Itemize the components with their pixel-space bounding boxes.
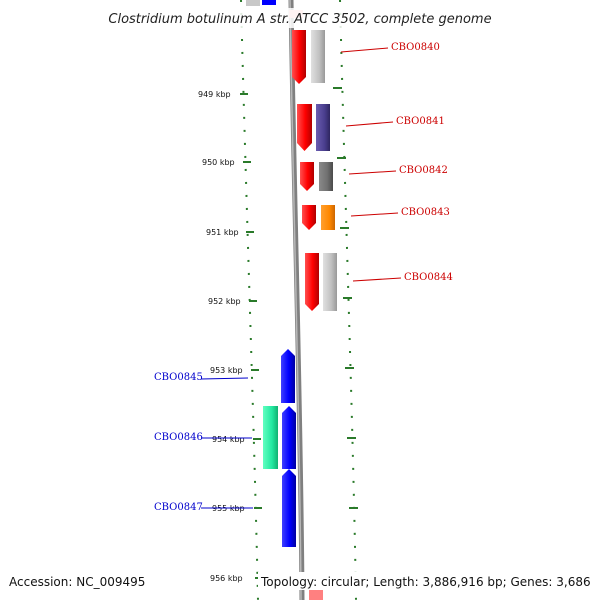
ortholog-bar: [263, 406, 278, 469]
kbp-label: 952 kbp: [208, 297, 241, 306]
gene-CBO0846[interactable]: [263, 406, 296, 469]
gene-label-CBO0842[interactable]: CBO0842: [399, 165, 448, 176]
gene-CBO0841[interactable]: [297, 104, 330, 151]
partial-gene-top-gray: [246, 0, 260, 6]
ortholog-bar: [311, 30, 325, 83]
kbp-label: 949 kbp: [198, 90, 231, 99]
gene-CBO0844[interactable]: [305, 253, 337, 311]
gene-label-CBO0845[interactable]: CBO0845: [154, 372, 203, 383]
gene-label-CBO0846[interactable]: CBO0846: [154, 432, 203, 443]
label-connector: [350, 212, 399, 217]
kbp-label: 951 kbp: [206, 228, 239, 237]
label-connector: [345, 121, 394, 127]
gene-label-CBO0841[interactable]: CBO0841: [396, 116, 445, 127]
gene-CBO0843[interactable]: [302, 205, 335, 230]
map-title: Clostridium botulinum A str. ATCC 3502, …: [108, 12, 491, 27]
gene-arrow[interactable]: [305, 253, 319, 311]
ortholog-bar: [323, 253, 337, 311]
partial-gene-top-blue: [262, 0, 276, 5]
ortholog-bar: [321, 205, 335, 230]
gene-label-CBO0847[interactable]: CBO0847: [154, 502, 203, 513]
outer-tick-ring: [339, 0, 357, 600]
gene-arrow[interactable]: [297, 104, 312, 151]
label-connector: [348, 170, 397, 175]
ortholog-bar: [319, 162, 333, 191]
kbp-labels: 949 kbp 950 kbp 951 kbp 952 kbp 953 kbp …: [198, 90, 245, 583]
gene-label-CBO0844[interactable]: CBO0844: [404, 272, 453, 283]
kbp-label: 954 kbp: [212, 435, 245, 444]
accession-text: Accession: NC_009495: [9, 575, 145, 589]
gene-arrow[interactable]: [282, 406, 296, 469]
gene-CBO0845[interactable]: [281, 349, 295, 403]
gene-CBO0847[interactable]: [282, 469, 296, 547]
kbp-label: 950 kbp: [202, 158, 235, 167]
gene-CBO0840[interactable]: [292, 30, 325, 84]
gene-arrow[interactable]: [282, 469, 296, 547]
kbp-label: 956 kbp: [210, 574, 243, 583]
label-connector: [340, 47, 389, 53]
title-band: [90, 8, 510, 28]
gene-CBO0842[interactable]: [300, 162, 333, 191]
label-connector: [352, 277, 402, 282]
genome-backbone: [288, 0, 305, 600]
genome-backbone-highlight: [289, 0, 302, 600]
footer-band-left: [4, 572, 154, 590]
outer-ticks: [333, 87, 359, 579]
gene-label-CBO0840[interactable]: CBO0840: [391, 42, 440, 53]
footer-band-right: [258, 572, 594, 590]
kbp-label: 953 kbp: [210, 366, 243, 375]
label-connector: [200, 377, 249, 380]
gene-arrow[interactable]: [292, 30, 306, 84]
gene-arrow[interactable]: [300, 162, 314, 191]
left-gene-labels: CBO0845 CBO0846 CBO0847: [154, 372, 253, 513]
topology-text: Topology: circular; Length: 3,886,916 bp…: [260, 575, 591, 589]
partial-gene-bottom-pink: [309, 590, 323, 600]
gene-arrow[interactable]: [302, 205, 316, 230]
ortholog-bar: [316, 104, 330, 151]
gene-arrow[interactable]: [281, 349, 295, 403]
right-gene-labels: CBO0840 CBO0841 CBO0842 CBO0843 CBO0844: [340, 42, 453, 283]
gene-label-CBO0843[interactable]: CBO0843: [401, 207, 450, 218]
